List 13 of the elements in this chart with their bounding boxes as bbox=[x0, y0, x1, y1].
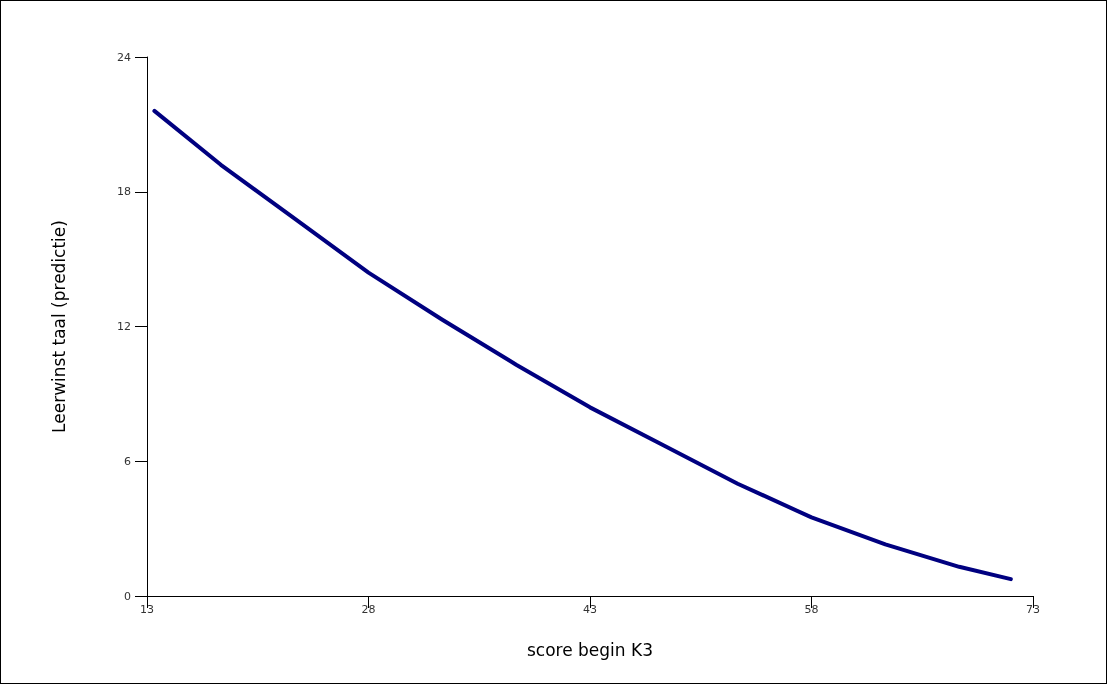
y-tick-label: 24 bbox=[117, 50, 131, 64]
y-tick-label: 12 bbox=[117, 320, 131, 333]
x-tick-label: 73 bbox=[1026, 603, 1040, 616]
y-tick-label: 6 bbox=[124, 454, 131, 468]
x-tick-label: 43 bbox=[583, 603, 597, 616]
y-tick-label: 0 bbox=[124, 589, 131, 603]
y-tick-label: 18 bbox=[117, 185, 131, 199]
x-tick-label: 13 bbox=[140, 603, 154, 616]
y-axis-title: Leerwinst taal (predictie) bbox=[48, 220, 69, 433]
x-tick-label: 58 bbox=[804, 603, 819, 616]
x-tick-label: 28 bbox=[361, 603, 376, 616]
line-series bbox=[152, 108, 1013, 582]
x-axis-title: score begin K3 bbox=[527, 639, 653, 660]
